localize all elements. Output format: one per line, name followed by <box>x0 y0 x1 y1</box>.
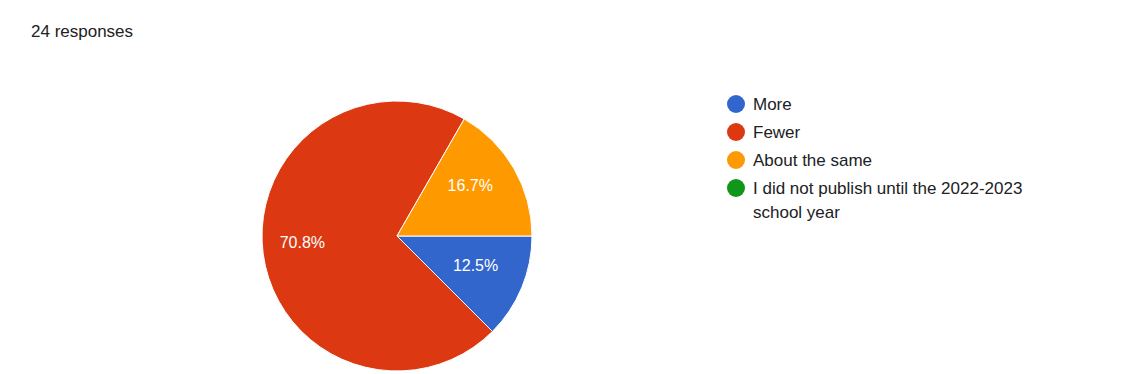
html-text:About the same: About the same <box>753 151 873 170</box>
svg-text:70.8%: 70.8% <box>280 234 325 251</box>
html-text:More: More <box>753 95 792 114</box>
svg-text:12.5%: 12.5% <box>453 257 498 274</box>
html-text:Fewer: Fewer <box>753 123 801 142</box>
html-text:I did not publish until the 20: I did not publish until the 2022-2023 sc… <box>753 179 1023 222</box>
html-text:24 responses: 24 responses <box>31 22 134 41</box>
svg-text:16.7%: 16.7% <box>448 177 493 194</box>
